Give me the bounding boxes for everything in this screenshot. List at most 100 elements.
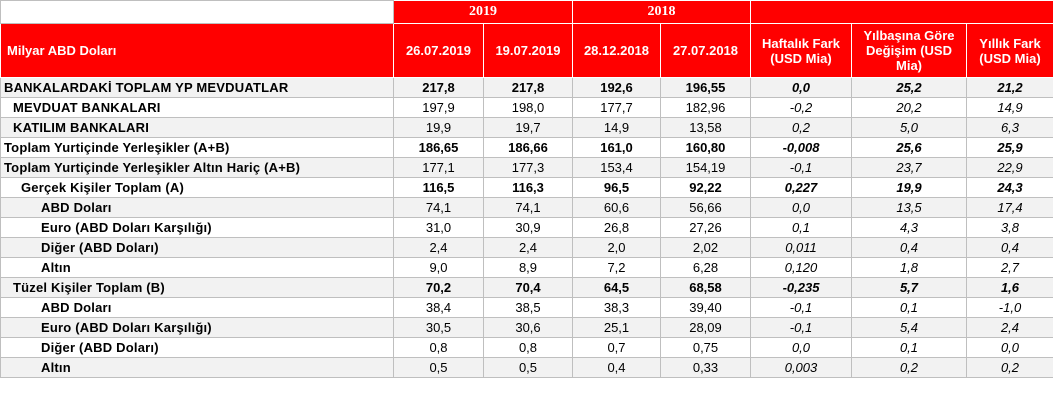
value-cell: 186,66 — [483, 137, 573, 158]
value-cell: 70,2 — [393, 277, 484, 298]
table-row: ABD Doları 38,4 38,5 38,3 39,40 -0,1 0,1 -1,0 — [0, 297, 1053, 318]
diff-cell: 5,0 — [851, 117, 967, 138]
value-cell: 38,4 — [393, 297, 484, 318]
value-cell: 39,40 — [660, 297, 751, 318]
diff-cell: -0,235 — [750, 277, 852, 298]
diff-cell: 0,003 — [750, 357, 852, 378]
diff-cell: 23,7 — [851, 157, 967, 178]
value-cell: 74,1 — [393, 197, 484, 218]
diff-cell: 0,120 — [750, 257, 852, 278]
row-label: Gerçek Kişiler Toplam (A) — [0, 177, 394, 198]
diff-cell: 2,7 — [966, 257, 1053, 278]
value-cell: 217,8 — [483, 77, 573, 98]
row-label: Altın — [0, 257, 394, 278]
value-cell: 25,1 — [572, 317, 661, 338]
diff-cell: 0,2 — [750, 117, 852, 138]
value-cell: 177,7 — [572, 97, 661, 118]
diff-cell: 2,4 — [966, 317, 1053, 338]
value-cell: 192,6 — [572, 77, 661, 98]
value-cell: 19,9 — [393, 117, 484, 138]
value-cell: 64,5 — [572, 277, 661, 298]
table-row: Diğer (ABD Doları) 0,8 0,8 0,7 0,75 0,0 0,1 0,0 — [0, 337, 1053, 358]
diff-cell: 22,9 — [966, 157, 1053, 178]
row-label: Euro (ABD Doları Karşılığı) — [0, 217, 394, 238]
value-cell: 14,9 — [572, 117, 661, 138]
diff-cell: 25,9 — [966, 137, 1053, 158]
table-row: Gerçek Kişiler Toplam (A) 116,5 116,3 96,5 9… — [0, 177, 1053, 198]
value-cell: 0,5 — [483, 357, 573, 378]
diff-cell: 13,5 — [851, 197, 967, 218]
value-cell: 2,4 — [483, 237, 573, 258]
diff-cell: 4,3 — [851, 217, 967, 238]
diff-cell: 0,1 — [851, 297, 967, 318]
diff-cell: 0,2 — [851, 357, 967, 378]
diff-cell: 0,0 — [966, 337, 1053, 358]
value-cell: 2,02 — [660, 237, 751, 258]
weekly-diff-header: Haftalık Fark (USD Mia) — [750, 23, 852, 78]
value-cell: 153,4 — [572, 157, 661, 178]
value-cell: 0,7 — [572, 337, 661, 358]
table-row: Diğer (ABD Doları) 2,4 2,4 2,0 2,02 0,011 0,4 0… — [0, 237, 1053, 258]
row-label: Altın — [0, 357, 394, 378]
value-cell: 0,33 — [660, 357, 751, 378]
diff-cell: 0,1 — [851, 337, 967, 358]
value-cell: 0,8 — [393, 337, 484, 358]
value-cell: 30,5 — [393, 317, 484, 338]
diff-cell: 1,6 — [966, 277, 1053, 298]
table-row: Toplam Yurtiçinde Yerleşikler (A+B) 186,6… — [0, 137, 1053, 158]
header-blank-cell — [0, 0, 394, 24]
table-row: ABD Doları 74,1 74,1 60,6 56,66 0,0 13,5 17,4 — [0, 197, 1053, 218]
value-cell: 70,4 — [483, 277, 573, 298]
row-label: Toplam Yurtiçinde Yerleşikler (A+B) — [0, 137, 394, 158]
unit-label: Milyar ABD Doları — [0, 23, 394, 78]
diff-cell: 25,2 — [851, 77, 967, 98]
value-cell: 2,4 — [393, 237, 484, 258]
value-cell: 0,5 — [393, 357, 484, 378]
diff-cell: 24,3 — [966, 177, 1053, 198]
value-cell: 0,4 — [572, 357, 661, 378]
value-cell: 177,1 — [393, 157, 484, 178]
value-cell: 217,8 — [393, 77, 484, 98]
diff-cell: 6,3 — [966, 117, 1053, 138]
diff-cell: -1,0 — [966, 297, 1053, 318]
diff-cell: 0,227 — [750, 177, 852, 198]
value-cell: 30,9 — [483, 217, 573, 238]
value-cell: 2,0 — [572, 237, 661, 258]
date-col-3: 28.12.2018 — [572, 23, 661, 78]
table-body: BANKALARDAKİ TOPLAM YP MEVDUATLAR 217,8 21… — [0, 77, 1053, 378]
column-header-row: Milyar ABD Doları 26.07.2019 19.07.2019 … — [0, 23, 1053, 78]
diff-cell: 21,2 — [966, 77, 1053, 98]
value-cell: 27,26 — [660, 217, 751, 238]
diff-cell: 14,9 — [966, 97, 1053, 118]
value-cell: 31,0 — [393, 217, 484, 238]
value-cell: 197,9 — [393, 97, 484, 118]
value-cell: 182,96 — [660, 97, 751, 118]
value-cell: 7,2 — [572, 257, 661, 278]
diff-cell: 19,9 — [851, 177, 967, 198]
diff-cell: 25,6 — [851, 137, 967, 158]
row-label: Toplam Yurtiçinde Yerleşikler Altın Hari… — [0, 157, 394, 178]
value-cell: 96,5 — [572, 177, 661, 198]
table-row: Altın 9,0 8,9 7,2 6,28 0,120 1,8 2,7 — [0, 257, 1053, 278]
value-cell: 0,75 — [660, 337, 751, 358]
table-row: Tüzel Kişiler Toplam (B) 70,2 70,4 64,5 68,5… — [0, 277, 1053, 298]
row-label: Euro (ABD Doları Karşılığı) — [0, 317, 394, 338]
table-row: Toplam Yurtiçinde Yerleşikler Altın Hari… — [0, 157, 1053, 178]
table-row: MEVDUAT BANKALARI 197,9 198,0 177,7 182,96 -0… — [0, 97, 1053, 118]
diff-cell: -0,2 — [750, 97, 852, 118]
date-col-4: 27.07.2018 — [660, 23, 751, 78]
value-cell: 38,5 — [483, 297, 573, 318]
value-cell: 28,09 — [660, 317, 751, 338]
year-header-row: 2019 2018 — [0, 0, 1053, 24]
year-2018: 2018 — [572, 0, 751, 24]
row-label: MEVDUAT BANKALARI — [0, 97, 394, 118]
value-cell: 38,3 — [572, 297, 661, 318]
value-cell: 9,0 — [393, 257, 484, 278]
value-cell: 6,28 — [660, 257, 751, 278]
value-cell: 116,5 — [393, 177, 484, 198]
diff-cell: -0,1 — [750, 317, 852, 338]
table-row: BANKALARDAKİ TOPLAM YP MEVDUATLAR 217,8 21… — [0, 77, 1053, 98]
diff-cell: 3,8 — [966, 217, 1053, 238]
diff-cell: 0,1 — [750, 217, 852, 238]
table-row: Euro (ABD Doları Karşılığı) 30,5 30,6 25,1 2… — [0, 317, 1053, 338]
